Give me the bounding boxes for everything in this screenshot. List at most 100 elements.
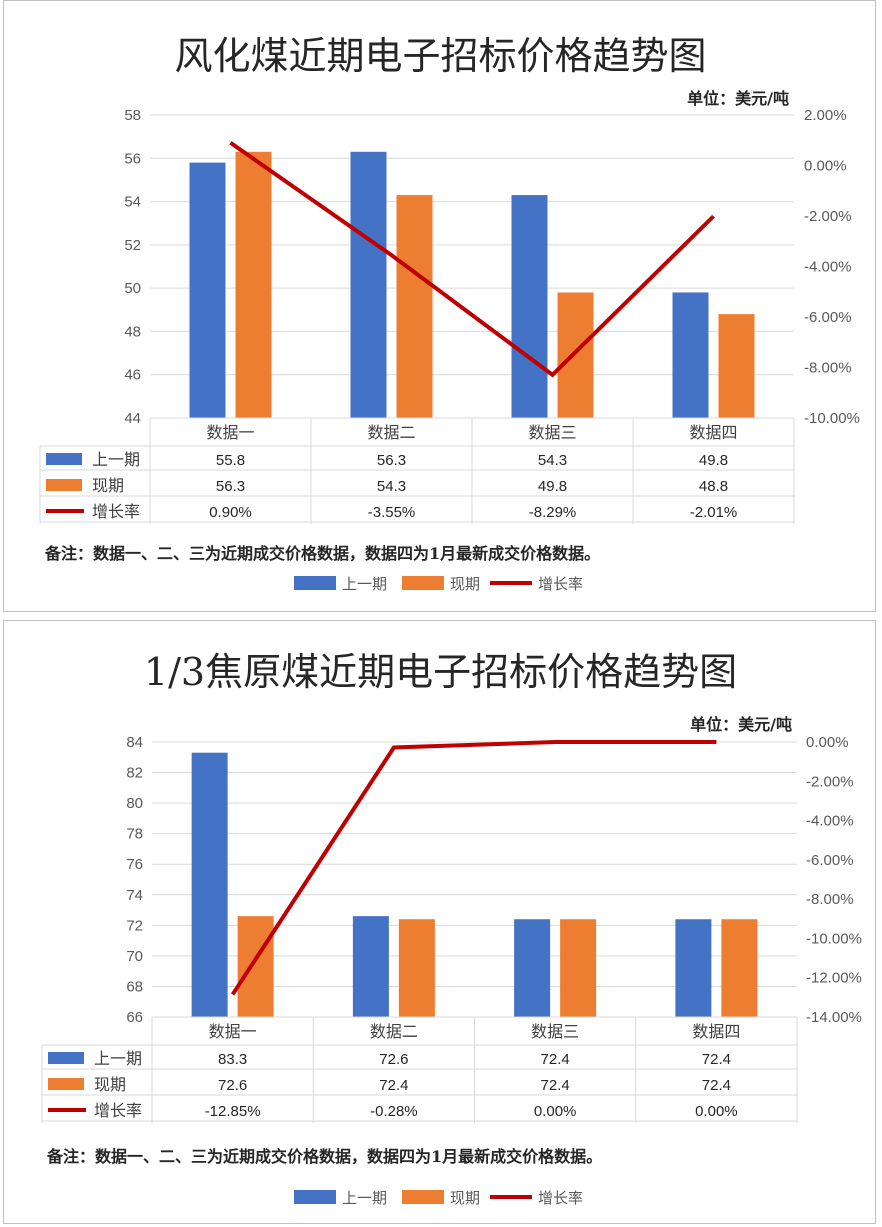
table-series-name: 增长率 xyxy=(92,502,140,521)
table-series-name: 增长率 xyxy=(94,1101,142,1120)
y-tick-label: 76 xyxy=(126,856,143,873)
table-cell: 72.6 xyxy=(379,1051,408,1068)
table-legend-key xyxy=(46,479,82,491)
growth-rate-line xyxy=(229,141,715,378)
y-tick-label: 78 xyxy=(126,826,143,843)
legend-label: 现期 xyxy=(450,1189,480,1207)
y2-tick-label: -12.00% xyxy=(806,970,862,987)
bar-curr xyxy=(560,919,597,1017)
category-label: 数据三 xyxy=(531,1022,579,1041)
y-tick-label: 50 xyxy=(124,280,141,297)
y2-tick-label: -4.00% xyxy=(806,813,854,830)
bar-curr xyxy=(718,314,755,418)
y-tick-label: 66 xyxy=(126,1009,143,1026)
table-cell: 72.4 xyxy=(702,1051,731,1068)
table-series-name: 现期 xyxy=(92,476,124,495)
table-cell: 0.00% xyxy=(695,1103,738,1120)
chart-title: 风化煤近期电子招标价格趋势图 xyxy=(174,34,706,78)
y-tick-label: 46 xyxy=(124,367,141,384)
table-cell: 48.8 xyxy=(699,478,728,495)
chart-title: 1/3焦原煤近期电子招标价格趋势图 xyxy=(144,650,737,694)
growth-rate-line xyxy=(230,740,717,996)
y-tick-label: 70 xyxy=(126,948,143,965)
bar-curr xyxy=(398,919,435,1017)
category-label: 数据一 xyxy=(206,423,254,442)
table-cell: 49.8 xyxy=(699,452,728,469)
bar-prev xyxy=(511,195,548,418)
bar-curr xyxy=(396,195,433,418)
bar-curr xyxy=(237,916,274,1017)
y-tick-label: 72 xyxy=(126,917,143,934)
bar-prev xyxy=(514,919,551,1017)
y2-tick-label: -2.00% xyxy=(804,208,852,225)
table-series-name: 上一期 xyxy=(92,450,140,469)
legend-label: 增长率 xyxy=(538,1189,583,1207)
table-cell: 72.6 xyxy=(218,1077,247,1094)
y2-tick-label: -8.00% xyxy=(806,891,854,908)
table-cell: -12.85% xyxy=(205,1103,261,1120)
table-cell: 0.00% xyxy=(534,1103,577,1120)
legend-label: 增长率 xyxy=(538,575,583,593)
legend-label: 现期 xyxy=(450,575,480,593)
legend-key xyxy=(402,1190,444,1204)
y2-tick-label: -4.00% xyxy=(804,259,852,276)
y-tick-label: 58 xyxy=(124,107,141,124)
table-cell: 83.3 xyxy=(218,1051,247,1068)
legend-key xyxy=(294,1190,336,1204)
y-tick-label: 80 xyxy=(126,795,143,812)
table-cell: -8.29% xyxy=(529,504,577,521)
table-legend-key xyxy=(48,1078,84,1090)
footnote: 备注：数据一、二、三为近期成交价格数据，数据四为1月最新成交价格数据。 xyxy=(44,544,600,563)
y2-tick-label: -10.00% xyxy=(806,930,862,947)
legend-label: 上一期 xyxy=(342,1189,387,1207)
table-cell: 54.3 xyxy=(377,478,406,495)
footnote: 备注：数据一、二、三为近期成交价格数据，数据四为1月最新成交价格数据。 xyxy=(46,1147,602,1166)
y2-tick-label: -6.00% xyxy=(806,852,854,869)
chart-panel-weathered-coal: 风化煤近期电子招标价格趋势图 单位：美元/吨 58 56 54 52 50 48 46 44 2.0… xyxy=(3,0,876,612)
y-tick-label: 68 xyxy=(126,978,143,995)
bar-prev xyxy=(352,916,389,1017)
y-tick-label: 44 xyxy=(124,410,141,427)
table-cell: -0.28% xyxy=(370,1103,418,1120)
table-cell: 55.8 xyxy=(216,452,245,469)
legend-key xyxy=(402,576,444,590)
y2-tick-label: 0.00% xyxy=(806,734,849,751)
table-cell: 72.4 xyxy=(541,1077,570,1094)
y2-tick-label: -14.00% xyxy=(806,1009,862,1026)
category-label: 数据三 xyxy=(528,423,576,442)
table-cell: 49.8 xyxy=(538,478,567,495)
bar-prev xyxy=(675,919,712,1017)
y2-tick-label: 0.00% xyxy=(804,158,847,175)
category-label: 数据二 xyxy=(370,1022,418,1041)
table-cell: 56.3 xyxy=(216,478,245,495)
table-cell: 72.4 xyxy=(541,1051,570,1068)
bar-prev xyxy=(350,151,387,419)
y-tick-label: 48 xyxy=(124,323,141,340)
table-cell: 56.3 xyxy=(377,452,406,469)
table-series-name: 上一期 xyxy=(94,1049,142,1068)
y2-tick-label: -2.00% xyxy=(806,773,854,790)
category-label: 数据四 xyxy=(689,423,737,442)
y-tick-label: 56 xyxy=(124,150,141,167)
table-cell: 0.90% xyxy=(209,504,252,521)
y2-tick-label: -8.00% xyxy=(804,360,852,377)
table-cell: -2.01% xyxy=(690,504,738,521)
chart-panel-coking-coal: 1/3焦原煤近期电子招标价格趋势图 单位：美元/吨 84 82 80 78 76 74 72 70… xyxy=(3,620,876,1224)
bar-curr xyxy=(721,919,758,1017)
bar-curr xyxy=(557,292,594,418)
category-label: 数据四 xyxy=(692,1022,740,1041)
table-legend-key xyxy=(46,453,82,465)
unit-label: 单位：美元/吨 xyxy=(690,715,792,734)
y-tick-label: 84 xyxy=(126,734,143,751)
y-tick-label: 54 xyxy=(124,194,141,211)
table-cell: 54.3 xyxy=(538,452,567,469)
table-cell: 72.4 xyxy=(702,1077,731,1094)
y2-tick-label: -6.00% xyxy=(804,309,852,326)
unit-label: 单位：美元/吨 xyxy=(687,89,789,108)
y-tick-label: 52 xyxy=(124,237,141,254)
table-series-name: 现期 xyxy=(94,1075,126,1094)
category-label: 数据二 xyxy=(367,423,415,442)
table-cell: 72.4 xyxy=(379,1077,408,1094)
